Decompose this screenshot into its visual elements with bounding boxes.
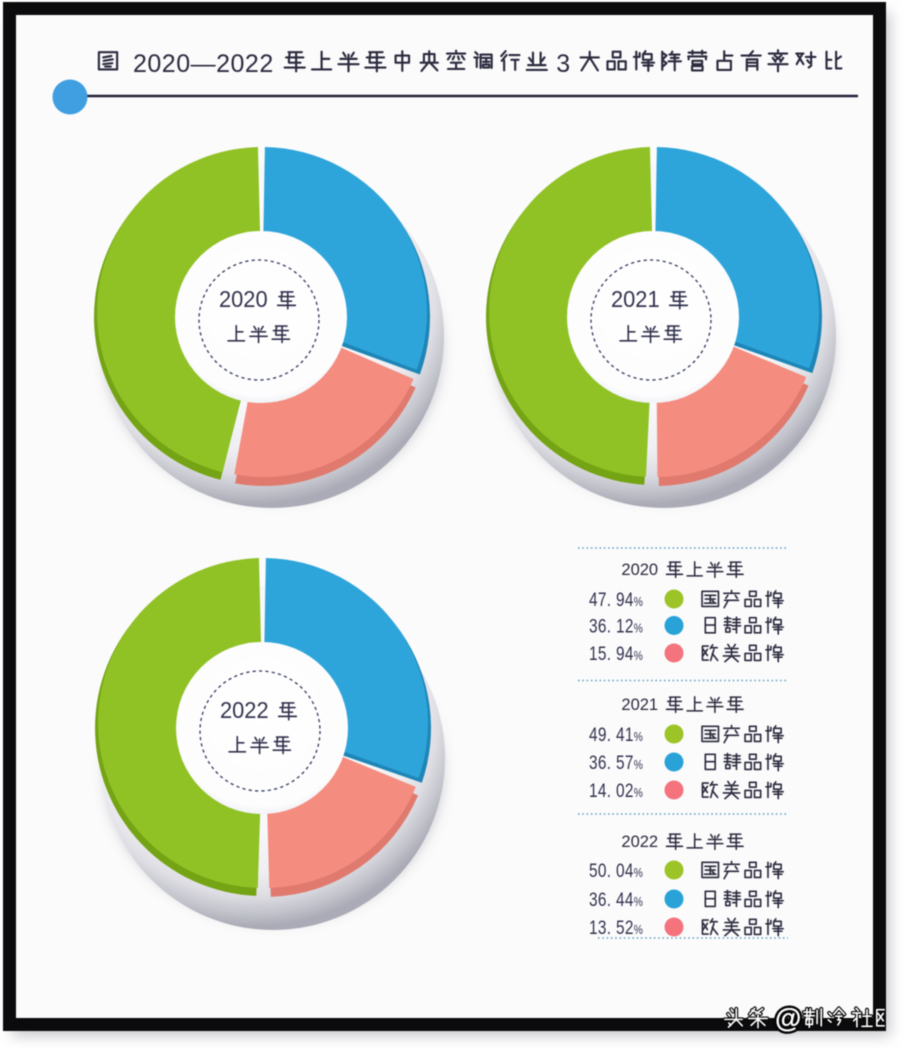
svg-text:36. 57%: 36. 57% <box>589 751 643 773</box>
svg-text:15. 94%: 15. 94% <box>589 642 643 664</box>
svg-text:2020—2022: 2020—2022 <box>133 50 274 78</box>
svg-text:3: 3 <box>556 50 570 78</box>
svg-text:@: @ <box>775 1003 801 1033</box>
svg-text:2022: 2022 <box>220 697 269 723</box>
svg-text:49. 41%: 49. 41% <box>589 723 643 745</box>
svg-text:@: @ <box>775 1003 801 1033</box>
svg-text:2021: 2021 <box>611 286 660 312</box>
svg-text:36. 44%: 36. 44% <box>589 888 643 910</box>
svg-text:14. 02%: 14. 02% <box>589 779 643 801</box>
svg-text:2020: 2020 <box>219 286 268 312</box>
svg-text:2022: 2022 <box>621 833 658 851</box>
svg-text:47. 94%: 47. 94% <box>589 588 643 610</box>
svg-text:2020: 2020 <box>621 561 658 579</box>
svg-text:13. 52%: 13. 52% <box>589 916 643 938</box>
svg-text:2021: 2021 <box>621 696 658 714</box>
svg-text:50. 04%: 50. 04% <box>589 859 643 881</box>
svg-text:36. 12%: 36. 12% <box>589 615 643 637</box>
